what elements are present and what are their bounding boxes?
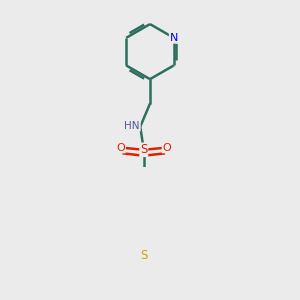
Text: S: S	[140, 143, 148, 156]
Text: O: O	[116, 142, 125, 153]
Text: S: S	[140, 248, 148, 262]
Text: O: O	[163, 142, 171, 153]
Text: HN: HN	[124, 121, 140, 131]
Text: N: N	[170, 33, 178, 43]
